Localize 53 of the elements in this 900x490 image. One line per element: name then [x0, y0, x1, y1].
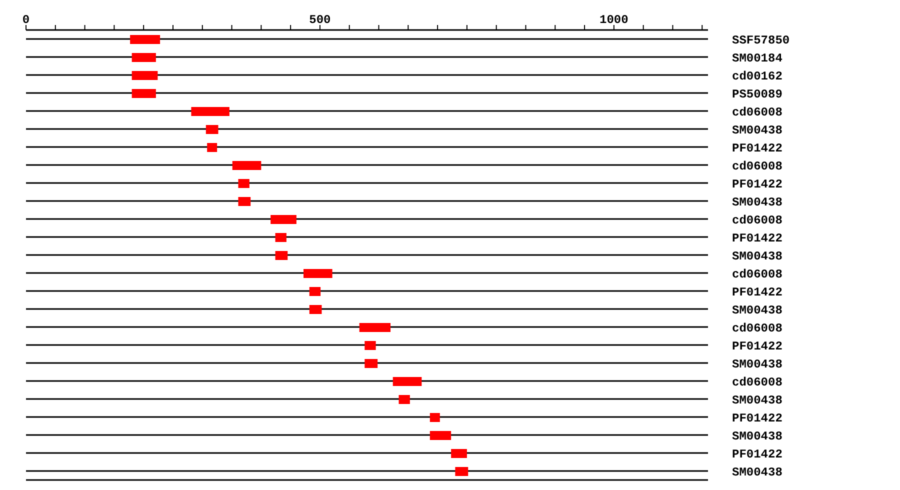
- y-tick-label: SSF57850: [732, 33, 790, 48]
- bar: [130, 35, 160, 44]
- y-tick-label: cd00162: [732, 69, 782, 84]
- y-tick-label: PF01422: [732, 285, 782, 300]
- y-tick-label: SM00438: [732, 465, 782, 480]
- y-tick-label: cd06008: [732, 267, 782, 282]
- bar: [309, 305, 322, 314]
- bar: [238, 179, 250, 188]
- bar: [304, 269, 332, 278]
- bar: [430, 413, 440, 422]
- y-tick-label: SM00184: [732, 51, 782, 66]
- bar: [364, 341, 376, 350]
- y-tick-label: cd06008: [732, 105, 782, 120]
- y-tick-label: PS50089: [732, 87, 782, 102]
- bar: [132, 71, 158, 80]
- y-tick-label: SM00438: [732, 357, 782, 372]
- bar: [275, 233, 286, 242]
- bar: [364, 359, 378, 368]
- y-tick-label: SM00438: [732, 249, 782, 264]
- y-tick-label: cd06008: [732, 375, 782, 390]
- bar: [270, 215, 296, 224]
- y-tick-label: cd06008: [732, 159, 782, 174]
- y-tick-label: PF01422: [732, 447, 782, 462]
- bar: [275, 251, 288, 260]
- y-tick-label: cd06008: [732, 321, 782, 336]
- bar: [398, 395, 410, 404]
- y-tick-label: SM00438: [732, 195, 782, 210]
- bar: [309, 287, 321, 296]
- x-tick-label: 1000: [600, 13, 628, 27]
- y-tick-label: PF01422: [732, 339, 782, 354]
- y-tick-label: PF01422: [732, 141, 782, 156]
- x-tick-label: 0: [22, 13, 30, 27]
- bar: [206, 125, 218, 134]
- bar: [451, 449, 467, 458]
- bar: [132, 53, 156, 62]
- bar: [430, 431, 452, 440]
- y-tick-label: SM00438: [732, 393, 782, 408]
- bar: [191, 107, 230, 116]
- bar: [392, 377, 422, 386]
- y-tick-label: PF01422: [732, 177, 782, 192]
- bar: [132, 89, 156, 98]
- bar: [455, 467, 468, 476]
- y-tick-label: PF01422: [732, 411, 782, 426]
- y-tick-label: SM00438: [732, 429, 782, 444]
- y-tick-label: SM00438: [732, 123, 782, 138]
- bar: [207, 143, 218, 152]
- bar: [238, 197, 251, 206]
- bar: [232, 161, 262, 170]
- y-tick-label: cd06008: [732, 213, 782, 228]
- x-tick-label: 500: [309, 13, 331, 27]
- y-tick-label: PF01422: [732, 231, 782, 246]
- bar: [359, 323, 391, 332]
- y-tick-label: SM00438: [732, 303, 782, 318]
